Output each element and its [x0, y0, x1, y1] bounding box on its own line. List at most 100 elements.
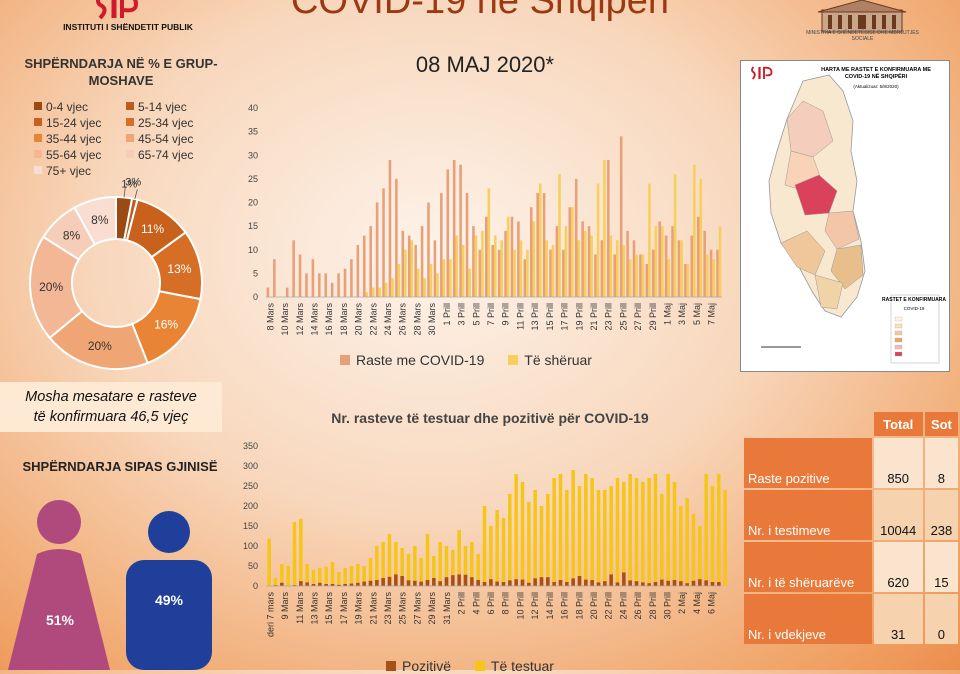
- bar-recovered: [429, 263, 433, 297]
- y-tick-label: 100: [243, 541, 258, 551]
- bar-recovered: [506, 216, 510, 297]
- bar-recovered: [538, 183, 542, 297]
- bar-recovered: [693, 164, 696, 297]
- gender-section-heading: SHPËRNDARJA SIPAS GJINISË: [22, 459, 218, 474]
- bar-tested: [463, 546, 468, 586]
- table-row: Nr. i vdekjeve 31 0: [744, 594, 958, 644]
- bar-recovered: [481, 230, 484, 297]
- age-legend-label: 65-74 vjec: [138, 148, 194, 162]
- bar-positive: [489, 579, 493, 586]
- bar-cases: [285, 287, 289, 297]
- albania-map: [761, 74, 940, 364]
- bar-positive: [590, 580, 594, 586]
- bar-cases: [581, 221, 584, 297]
- x-tick-label: 12 Prill: [530, 592, 540, 620]
- x-tick-label: 7 Prill: [486, 303, 496, 326]
- report-date: 08 MAJ 2020*: [415, 52, 555, 77]
- x-tick-label: 16 Mars: [324, 303, 334, 336]
- bar-tested: [489, 526, 493, 586]
- bar-positive: [704, 580, 708, 586]
- x-tick-label: 23 Mars: [383, 592, 393, 625]
- bar-cases: [594, 254, 597, 297]
- age-legend-item: 35-44 vjec: [34, 132, 101, 146]
- bar-positive: [273, 585, 278, 586]
- bar-positive: [495, 581, 499, 586]
- bar-cases: [369, 226, 372, 297]
- bar-tested: [299, 518, 303, 586]
- bar-positive: [520, 579, 525, 586]
- bar-cases: [407, 235, 411, 297]
- donut-slice: [73, 195, 117, 246]
- stats-total-value: 850: [873, 438, 923, 488]
- bar-recovered: [654, 226, 658, 297]
- y-tick-label: 5: [253, 268, 258, 278]
- bar-tested: [660, 494, 664, 586]
- bar-positive: [482, 582, 487, 586]
- bar-cases: [536, 193, 539, 297]
- bar-recovered: [673, 174, 677, 297]
- bar-cases: [607, 159, 610, 297]
- bar-cases: [446, 169, 450, 297]
- bar-tested: [292, 522, 297, 586]
- ministry-logo-text: MINISTRIA E SHËNDETËSISË DHE MBROJTJES S…: [806, 30, 919, 42]
- bar-recovered: [590, 235, 593, 297]
- x-tick-label: 8 Mars: [265, 303, 275, 331]
- bar-tested: [476, 554, 480, 586]
- bar-recovered: [609, 235, 613, 297]
- bar-tested: [394, 542, 398, 586]
- bar-cases: [478, 249, 482, 297]
- stats-total-value: 620: [873, 542, 923, 592]
- bar-recovered: [648, 183, 651, 297]
- bar-cases: [639, 254, 642, 297]
- legend-label-recovered: Të shëruar: [524, 352, 592, 368]
- x-tick-label: 24 Prill: [618, 592, 628, 620]
- tests-chart-title: Nr. rasteve të testuar dhe pozitivë për …: [331, 410, 649, 426]
- x-tick-label: 2 Prill: [457, 592, 467, 615]
- y-tick-label: 0: [253, 292, 258, 302]
- bar-tested: [514, 474, 518, 586]
- age-legend-item: 5-14 vjec: [126, 100, 187, 114]
- bar-tested: [444, 546, 449, 586]
- x-tick-label: 22 Mars: [368, 303, 378, 336]
- x-tick-label: 10 Mars: [280, 303, 290, 336]
- stats-header-today: Sot: [924, 412, 958, 436]
- y-tick-label: 30: [248, 150, 258, 160]
- age-legend-label: 25-34 vjec: [138, 116, 194, 130]
- y-tick-label: 200: [243, 501, 258, 511]
- bar-positive: [533, 578, 537, 586]
- bar-positive: [672, 580, 677, 586]
- x-tick-label: 2 Maj: [677, 592, 687, 614]
- bar-recovered: [577, 240, 581, 297]
- bar-positive: [717, 582, 721, 586]
- bar-cases: [619, 136, 623, 297]
- bar-positive: [660, 579, 664, 586]
- mean-age-box: Mosha mesatare e rasteve të konfirmuara …: [0, 382, 222, 432]
- bar-tested: [584, 474, 588, 586]
- x-tick-label: 24 Mars: [383, 303, 393, 336]
- daily-cases-chart: 0 5 10 15 20 25 30 35 40 8 Mars 10 Mars 12 Mars 14 M…: [248, 103, 722, 336]
- bar-tested: [324, 566, 328, 586]
- x-tick-label: 18 Prill: [574, 592, 584, 620]
- x-tick-label: 10 Prill: [515, 592, 525, 620]
- x-tick-label: 17 Mars: [339, 592, 349, 625]
- age-legend-item: 25-34 vjec: [126, 116, 193, 130]
- map-legend-title: RASTET E KONFIRMUARA: [882, 297, 946, 303]
- x-tick-label: 4 Prill: [471, 592, 481, 615]
- bar-tested: [425, 534, 430, 586]
- bar-tested: [432, 556, 436, 586]
- x-tick-label: 12 Mars: [295, 303, 305, 336]
- bar-positive: [400, 576, 404, 586]
- x-tick-label: 18 Mars: [339, 303, 349, 336]
- bar-tested: [419, 558, 423, 586]
- bar-positive: [299, 581, 303, 586]
- bar-recovered: [583, 230, 587, 297]
- bar-cases: [716, 249, 719, 297]
- y-tick-label: 20: [248, 198, 258, 208]
- bar-tested: [533, 490, 537, 586]
- bar-cases: [414, 245, 417, 297]
- bar-cases: [459, 164, 462, 297]
- bar-cases: [472, 226, 475, 297]
- x-tick-label: 19 Prill: [574, 303, 584, 331]
- bar-cases: [651, 249, 655, 297]
- age-legend-label: 0-4 vjec: [46, 100, 89, 114]
